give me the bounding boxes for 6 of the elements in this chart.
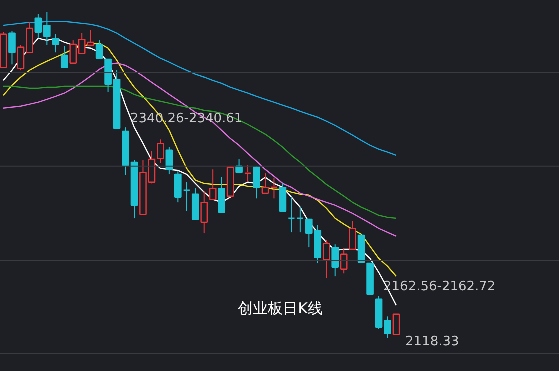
text: 2118.33 [406, 334, 460, 350]
candlestick [288, 196, 296, 234]
candlestick [270, 178, 278, 200]
candlestick [296, 206, 304, 234]
text: 创业板日K线 [238, 300, 323, 318]
candlestick [200, 190, 208, 234]
